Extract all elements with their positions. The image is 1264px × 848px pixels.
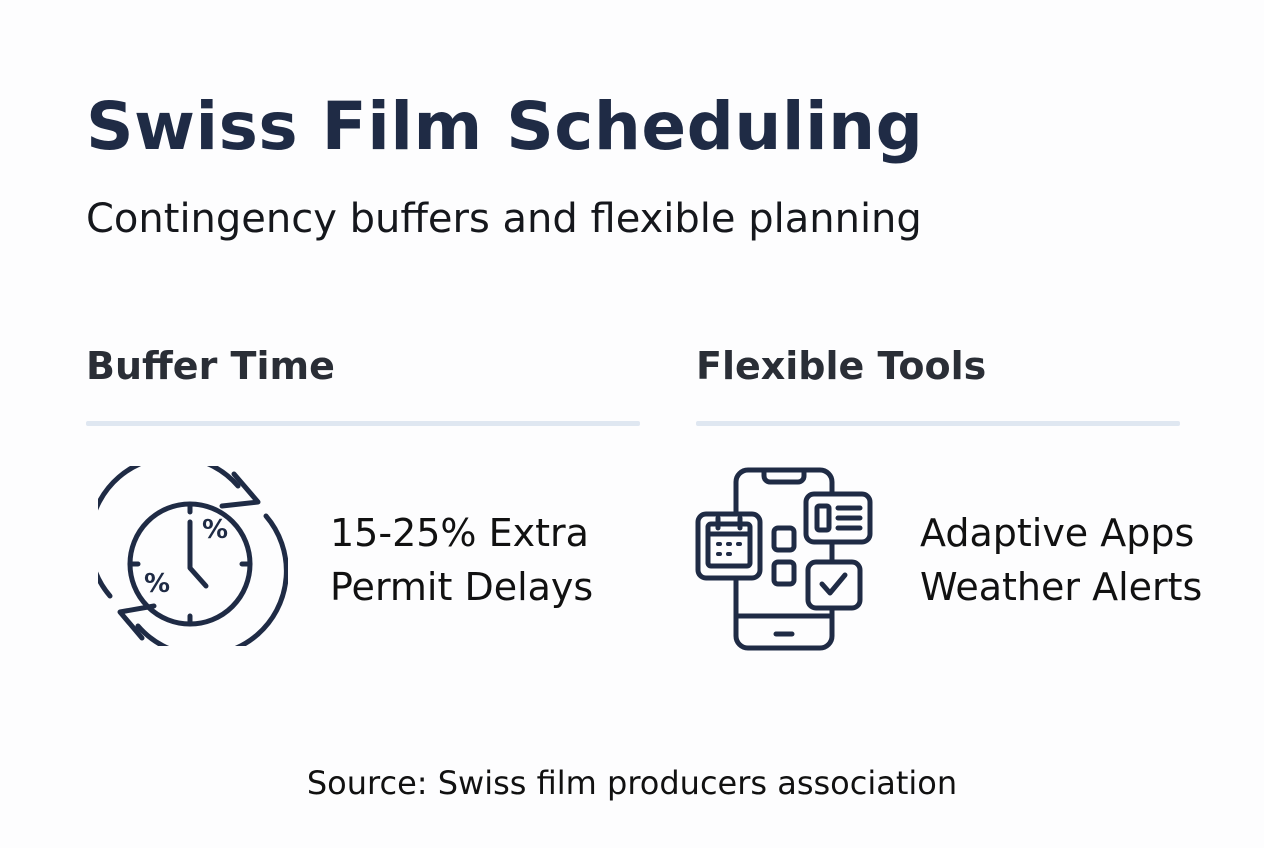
buffer-line-1: 15-25% Extra xyxy=(330,511,589,555)
section-heading-buffer-time: Buffer Time xyxy=(86,344,335,388)
page-subtitle: Contingency buffers and flexible plannin… xyxy=(86,196,922,242)
section-heading-flexible-tools: Flexible Tools xyxy=(696,344,987,388)
buffer-line-2: Permit Delays xyxy=(330,565,594,609)
svg-text:%: % xyxy=(202,515,228,545)
tools-line-1: Adaptive Apps xyxy=(920,511,1195,555)
section-divider xyxy=(696,421,1180,426)
clock-cycle-percent-icon: % % xyxy=(98,466,288,646)
source-citation: Source: Swiss film producers association xyxy=(306,764,958,802)
section-divider xyxy=(86,421,640,426)
smartphone-apps-icon xyxy=(695,467,873,651)
tools-line-2: Weather Alerts xyxy=(920,565,1203,609)
page-title: Swiss Film Scheduling xyxy=(86,88,924,165)
svg-text:%: % xyxy=(144,569,170,599)
